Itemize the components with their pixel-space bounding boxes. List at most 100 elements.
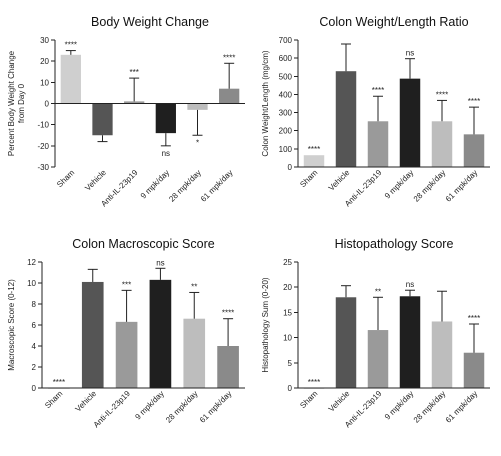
x-tick-label: 28 mpk/day	[412, 168, 448, 204]
y-tick-label: 10	[40, 78, 49, 87]
significance-label: ****	[308, 378, 320, 387]
y-axis-label: Percent Body Weight Change	[7, 50, 16, 156]
significance-label: ****	[372, 86, 384, 95]
significance-label: ****	[53, 378, 65, 387]
x-tick-label: Sham	[298, 168, 319, 189]
x-tick-label: 9 mpk/day	[139, 168, 171, 200]
y-tick-label: 2	[32, 363, 37, 372]
y-axis-label: Colon Weight/Length (mg/cm)	[261, 50, 270, 156]
chart-colon-ratio: Colon Weight/Length Ratio Colon Weight/Le…	[261, 15, 490, 208]
y-tick-label: -30	[37, 163, 49, 172]
bar	[124, 101, 145, 104]
significance-label: ns	[406, 49, 414, 58]
significance-label: ***	[129, 68, 138, 77]
x-tick-label: 9 mpk/day	[383, 389, 415, 421]
x-tick-label: 61 mpk/day	[444, 389, 480, 425]
y-tick-label: -20	[37, 142, 49, 151]
y-tick-label: 200	[279, 127, 293, 136]
significance-label: ****	[468, 314, 480, 323]
y-tick-label: 12	[27, 258, 36, 267]
significance-label: ****	[436, 90, 448, 99]
bar	[115, 321, 138, 388]
y-tick-label: 30	[40, 36, 49, 45]
chart-macroscopic: Colon Macroscopic Score Macroscopic Score…	[7, 237, 245, 429]
y-tick-label: 100	[279, 145, 293, 154]
y-tick-label: 10	[283, 334, 292, 343]
x-tick-label: Sham	[43, 389, 64, 410]
y-axis-label: Macroscopic Score (0-12)	[7, 279, 16, 371]
bar	[217, 346, 239, 388]
x-tick-label: Vehicle	[327, 389, 352, 414]
bar	[463, 352, 485, 388]
bar	[335, 71, 357, 167]
bar	[60, 54, 81, 104]
bar	[367, 121, 389, 167]
y-tick-label: 20	[40, 57, 49, 66]
bar	[431, 121, 453, 167]
y-tick-label: 0	[288, 384, 293, 393]
bar	[399, 78, 421, 167]
significance-label: *	[196, 138, 199, 147]
y-tick-label: 600	[279, 54, 293, 63]
chart-title: Colon Weight/Length Ratio	[319, 15, 468, 29]
bar	[155, 103, 176, 134]
y-tick-label: 400	[279, 90, 293, 99]
y-tick-label: 500	[279, 72, 293, 81]
x-tick-label: 61 mpk/day	[444, 168, 480, 204]
significance-label: ***	[122, 280, 131, 289]
bar	[399, 296, 421, 388]
x-tick-label: Sham	[298, 389, 319, 410]
bar	[335, 297, 357, 388]
significance-label: ****	[65, 41, 77, 50]
chart-title: Body Weight Change	[91, 15, 209, 29]
bar	[303, 155, 325, 167]
y-tick-label: 20	[283, 283, 292, 292]
significance-label: ****	[468, 97, 480, 106]
chart-title: Histopathology Score	[335, 237, 454, 251]
bar	[367, 330, 389, 388]
significance-label: ns	[162, 149, 170, 158]
y-axis-label: from Day 0	[17, 83, 26, 123]
chart-title: Colon Macroscopic Score	[72, 237, 214, 251]
y-tick-label: 10	[27, 279, 36, 288]
y-tick-label: 8	[32, 300, 37, 309]
significance-label: ****	[223, 53, 235, 62]
bar	[183, 318, 206, 388]
y-tick-label: 6	[32, 321, 37, 330]
significance-label: **	[375, 287, 381, 296]
bar	[463, 134, 485, 167]
x-tick-label: 61 mpk/day	[198, 389, 234, 425]
y-tick-label: 300	[279, 109, 293, 118]
x-tick-label: 9 mpk/day	[383, 168, 415, 200]
x-tick-label: Vehicle	[327, 168, 352, 193]
y-tick-label: 0	[32, 384, 37, 393]
x-tick-label: 61 mpk/day	[199, 168, 235, 204]
significance-label: ****	[222, 309, 234, 318]
x-tick-label: 28 mpk/day	[167, 168, 203, 204]
x-tick-label: Vehicle	[74, 389, 99, 414]
chart-histopathology: Histopathology Score Histopathology Sum (…	[261, 237, 490, 429]
bar	[149, 279, 172, 388]
significance-label: ****	[308, 145, 320, 154]
x-tick-label: 28 mpk/day	[412, 389, 448, 425]
bar	[219, 88, 240, 104]
significance-label: ns	[156, 258, 164, 267]
x-tick-label: Vehicle	[83, 168, 108, 193]
y-tick-label: -10	[37, 121, 49, 130]
y-tick-label: 0	[45, 100, 50, 109]
x-tick-label: 28 mpk/day	[164, 389, 200, 425]
bar	[431, 321, 453, 388]
significance-label: **	[191, 282, 197, 291]
y-tick-label: 5	[288, 359, 293, 368]
bar	[92, 103, 113, 136]
bar	[187, 103, 208, 110]
significance-label: ns	[406, 280, 414, 289]
x-tick-label: 9 mpk/day	[133, 389, 165, 421]
chart-body-weight: Body Weight Change Percent Body Weight Ch…	[7, 15, 245, 208]
y-tick-label: 4	[32, 342, 37, 351]
x-tick-label: Anti-IL-23p19	[92, 389, 133, 430]
bar	[81, 281, 104, 388]
y-axis-label: Histopathology Sum (0-20)	[261, 277, 270, 372]
x-tick-label: Sham	[55, 168, 76, 189]
